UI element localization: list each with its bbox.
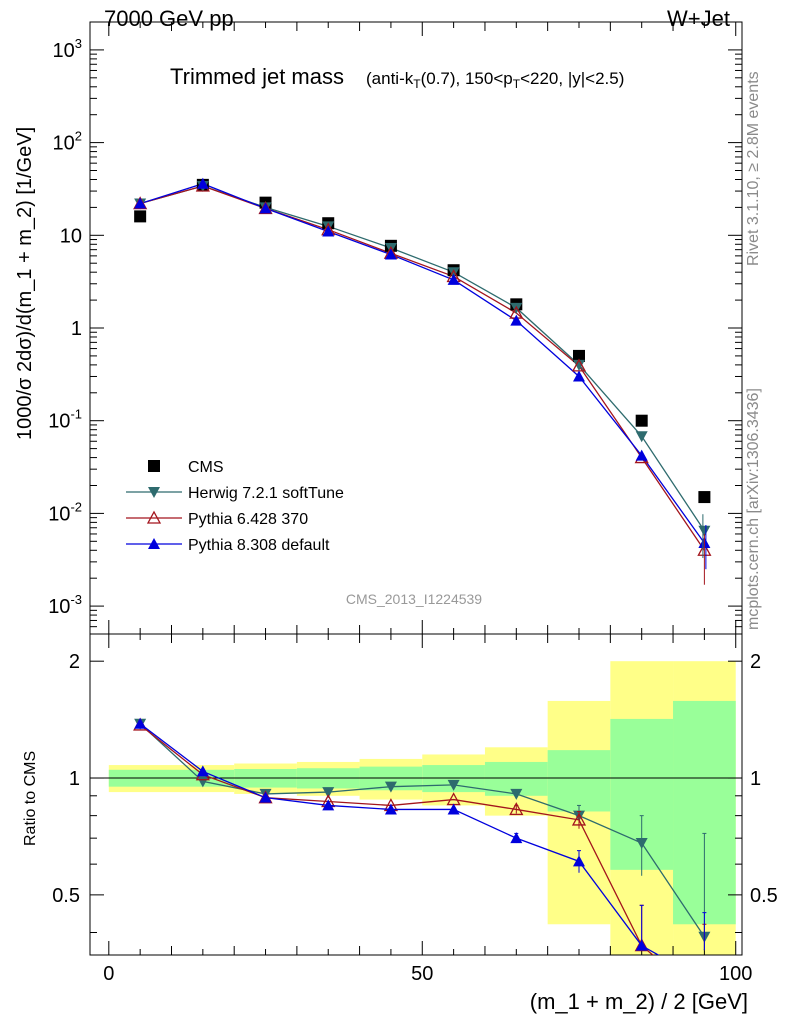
series-line-main [139, 185, 705, 551]
series-line-main [139, 183, 705, 544]
axes-and-ticks: 10-3 10-2 10-1 1 10 102 103 0.5 0.5 1 1 2 2 0 50 100 [48, 21, 778, 985]
data-point-triangle-up [322, 799, 335, 811]
legend: CMS Herwig 7.2.1 softTune Pythia 6.428 370… [126, 459, 344, 554]
chart-title: Trimmed jet mass [170, 64, 344, 89]
data-point-triangle-up [698, 975, 710, 986]
data-point-triangle-open [571, 812, 587, 826]
data-point-triangle-down [447, 267, 460, 279]
data-point-triangle-up [384, 803, 397, 815]
data-point-triangle-down [573, 359, 585, 371]
x-tick-label: 0 [103, 963, 114, 985]
data-point-triangle-up [510, 832, 523, 844]
data-point-square [698, 491, 711, 504]
data-point-triangle-down [148, 487, 160, 498]
data-point-triangle-down [635, 838, 648, 850]
data-point-triangle-down [384, 781, 397, 793]
ratio-tick-label: 2 [750, 651, 761, 673]
y-tick-label: 1 [71, 318, 82, 340]
data-point-triangle-up [148, 538, 160, 549]
ratio-series [133, 717, 711, 986]
data-series [133, 177, 712, 986]
chart-title-suffix: (anti-kT(0.7), 150<pT<220, |y|<2.5) [366, 69, 624, 91]
data-point-triangle-up [196, 765, 209, 777]
y-tick-label: 10 [60, 225, 82, 247]
y-tick-label: 102 [53, 129, 82, 155]
series-line-ratio [139, 724, 654, 955]
x-tick-label: 100 [719, 963, 752, 985]
series-line-main [139, 185, 705, 532]
y-tick-label: 10-1 [48, 407, 82, 433]
data-point-triangle-up [384, 248, 397, 260]
data-point-triangle-down [510, 788, 523, 800]
ratio-tick-label: 0.5 [750, 885, 778, 907]
data-point-triangle-up [447, 803, 460, 815]
ratio-tick-label: 2 [69, 651, 80, 673]
band-green [547, 750, 611, 812]
data-point-triangle-up [635, 449, 648, 461]
legend-label: Herwig 7.2.1 softTune [188, 485, 344, 502]
data-point-square [148, 460, 160, 472]
data-point-triangle-down [322, 787, 335, 799]
data-point-square [635, 414, 648, 427]
data-point-triangle-up [259, 202, 272, 214]
ratio-tick-label: 1 [750, 768, 761, 790]
legend-label: Pythia 6.428 370 [188, 511, 308, 528]
data-point-triangle-down [447, 779, 460, 791]
chart-text: Trimmed jet mass (anti-kT(0.7), 150<pT<2… [170, 64, 748, 1014]
data-point-triangle-up [635, 939, 648, 951]
x-axis-label: (m_1 + m_2) / 2 [GeV] [530, 989, 748, 1014]
series-line-ratio [139, 723, 705, 938]
ratio-frame [89, 633, 743, 956]
header-left: 7000 GeV pp [104, 6, 234, 31]
data-point-triangle-open [509, 802, 524, 816]
y-tick-label: 103 [53, 36, 82, 62]
series-line-ratio [139, 723, 660, 955]
data-point-triangle-up [573, 855, 585, 867]
data-point-triangle-up [447, 273, 460, 285]
data-point-square [134, 210, 147, 223]
ratio-tick-label: 1 [69, 768, 80, 790]
x-tick-label: 50 [411, 963, 433, 985]
data-point-triangle-up [196, 177, 209, 189]
analysis-tag: CMS_2013_I1224539 [346, 591, 482, 607]
data-point-triangle-up [573, 370, 585, 382]
data-point-triangle-down [635, 431, 648, 443]
data-point-triangle-up [510, 314, 523, 326]
legend-label: Pythia 8.308 default [188, 537, 330, 554]
data-point-triangle-up [322, 225, 335, 237]
legend-label: CMS [188, 459, 224, 476]
y-tick-label: 10-3 [48, 592, 82, 618]
data-point-square [573, 349, 585, 362]
ratio-tick-label: 0.5 [52, 885, 80, 907]
data-point-triangle-up [134, 197, 147, 209]
data-point-triangle-up [134, 717, 147, 729]
data-point-triangle-down [698, 525, 711, 537]
data-point-triangle-open [146, 510, 162, 524]
header-right: W+Jet [667, 6, 730, 31]
y-tick-label: 10-2 [48, 499, 82, 525]
data-point-triangle-up [259, 791, 272, 803]
